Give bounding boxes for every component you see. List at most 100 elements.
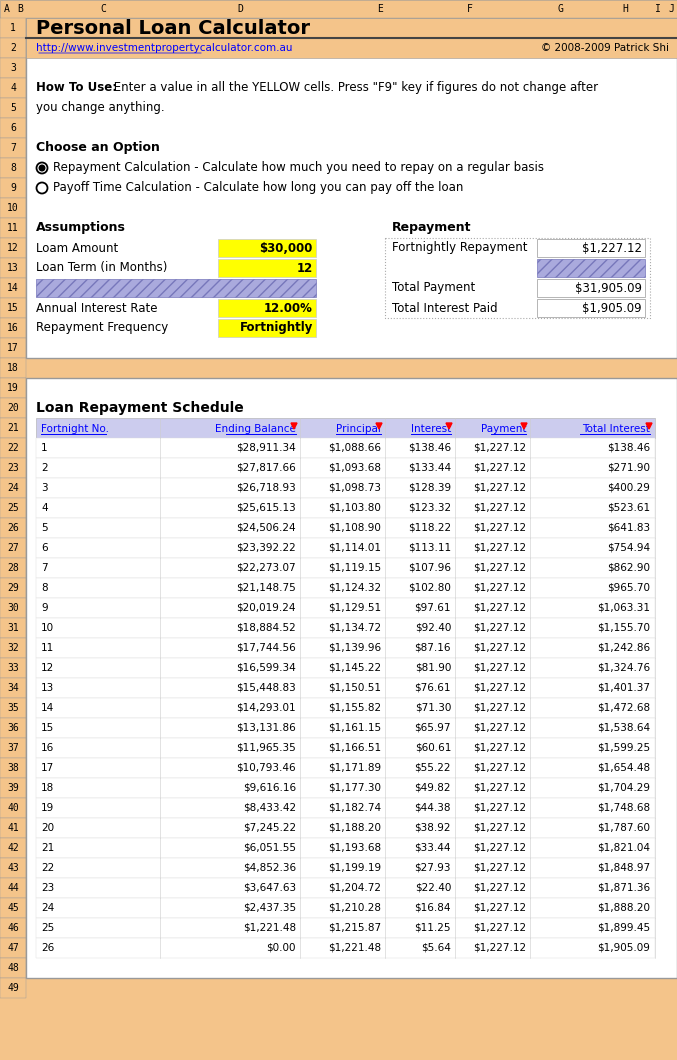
Text: J: J	[668, 4, 674, 14]
Text: 3: 3	[41, 483, 47, 493]
Text: 13: 13	[41, 683, 54, 693]
Text: Fortnightly: Fortnightly	[240, 321, 313, 335]
Text: $1,242.86: $1,242.86	[597, 643, 650, 653]
Bar	[0, 158, 26, 178]
Bar	[36, 438, 655, 458]
Text: 40: 40	[7, 803, 19, 813]
Text: $9,616.16: $9,616.16	[243, 783, 296, 793]
Bar	[36, 878, 655, 898]
Text: $33.44: $33.44	[414, 843, 451, 853]
Text: C: C	[100, 4, 106, 14]
Text: 22: 22	[41, 863, 54, 873]
Text: 16: 16	[7, 323, 19, 333]
Bar	[26, 18, 677, 358]
Text: $1,227.12: $1,227.12	[473, 523, 526, 533]
Text: $20,019.24: $20,019.24	[236, 603, 296, 613]
Text: $1,221.48: $1,221.48	[243, 923, 296, 933]
Text: 14: 14	[41, 703, 54, 713]
Text: $1,227.12: $1,227.12	[473, 843, 526, 853]
Text: Interest: Interest	[411, 424, 451, 434]
Text: Enter a value in all the YELLOW cells. Press "F9" key if figures do not change a: Enter a value in all the YELLOW cells. P…	[110, 81, 598, 94]
Text: $1,227.12: $1,227.12	[473, 703, 526, 713]
Bar	[0, 38, 26, 58]
Text: $5.64: $5.64	[421, 943, 451, 953]
Text: F: F	[467, 4, 473, 14]
Text: 18: 18	[41, 783, 54, 793]
Polygon shape	[646, 423, 652, 429]
Text: E: E	[377, 4, 383, 14]
Text: 31: 31	[7, 623, 19, 633]
Text: 43: 43	[7, 863, 19, 873]
Text: $1,227.12: $1,227.12	[473, 463, 526, 473]
Text: Personal Loan Calculator: Personal Loan Calculator	[36, 18, 310, 37]
Text: $71.30: $71.30	[414, 703, 451, 713]
Bar	[36, 678, 655, 697]
Text: Total Interest: Total Interest	[582, 424, 650, 434]
Text: 49: 49	[7, 983, 19, 993]
Bar	[36, 858, 655, 878]
Text: $1,227.12: $1,227.12	[473, 603, 526, 613]
Text: $10,793.46: $10,793.46	[236, 763, 296, 773]
Text: 29: 29	[7, 583, 19, 593]
Bar	[0, 438, 26, 458]
Text: 11: 11	[41, 643, 54, 653]
Text: Assumptions: Assumptions	[36, 222, 126, 234]
Text: 41: 41	[7, 823, 19, 833]
Text: $1,199.19: $1,199.19	[328, 863, 381, 873]
Text: 27: 27	[7, 543, 19, 553]
Bar	[0, 538, 26, 558]
Text: Loan Repayment Schedule: Loan Repayment Schedule	[36, 401, 244, 416]
Bar	[537, 279, 645, 297]
Text: Payment: Payment	[481, 424, 526, 434]
Text: $28,911.34: $28,911.34	[236, 443, 296, 453]
Text: 26: 26	[7, 523, 19, 533]
Text: $1,905.09: $1,905.09	[582, 301, 642, 315]
Text: $113.11: $113.11	[408, 543, 451, 553]
Text: I: I	[655, 4, 661, 14]
Bar	[0, 778, 26, 798]
Text: $1,227.12: $1,227.12	[473, 883, 526, 893]
Text: 15: 15	[7, 303, 19, 313]
Text: 45: 45	[7, 903, 19, 913]
Bar	[36, 738, 655, 758]
Bar	[36, 918, 655, 938]
Bar	[0, 697, 26, 718]
Circle shape	[39, 165, 45, 171]
Text: $1,227.12: $1,227.12	[473, 783, 526, 793]
Text: $1,899.45: $1,899.45	[597, 923, 650, 933]
Text: $26,718.93: $26,718.93	[236, 483, 296, 493]
Text: $1,227.12: $1,227.12	[473, 543, 526, 553]
Text: Repayment Frequency: Repayment Frequency	[36, 321, 169, 335]
Text: $1,599.25: $1,599.25	[597, 743, 650, 753]
Bar	[0, 218, 26, 238]
Text: $1,124.32: $1,124.32	[328, 583, 381, 593]
Text: $1,150.51: $1,150.51	[328, 683, 381, 693]
Bar	[0, 78, 26, 98]
Text: $754.94: $754.94	[607, 543, 650, 553]
Text: $1,227.12: $1,227.12	[473, 504, 526, 513]
Text: $97.61: $97.61	[414, 603, 451, 613]
Text: $1,108.90: $1,108.90	[328, 523, 381, 533]
Text: $22.40: $22.40	[414, 883, 451, 893]
Text: $1,171.89: $1,171.89	[328, 763, 381, 773]
Text: 23: 23	[7, 463, 19, 473]
Bar	[0, 578, 26, 598]
Text: $4,852.36: $4,852.36	[243, 863, 296, 873]
Text: 20: 20	[7, 403, 19, 413]
Bar	[36, 798, 655, 818]
Text: 12.00%: 12.00%	[264, 301, 313, 315]
Text: 4: 4	[41, 504, 47, 513]
Text: $17,744.56: $17,744.56	[236, 643, 296, 653]
Text: $1,119.15: $1,119.15	[328, 563, 381, 573]
Text: $2,437.35: $2,437.35	[243, 903, 296, 913]
Bar	[0, 278, 26, 298]
Bar	[0, 398, 26, 418]
Text: $92.40: $92.40	[414, 623, 451, 633]
Text: $1,177.30: $1,177.30	[328, 783, 381, 793]
Text: Ending Balance: Ending Balance	[215, 424, 296, 434]
Bar	[0, 138, 26, 158]
Text: 10: 10	[41, 623, 54, 633]
Text: 18: 18	[7, 363, 19, 373]
Bar	[0, 598, 26, 618]
Text: D: D	[237, 4, 243, 14]
